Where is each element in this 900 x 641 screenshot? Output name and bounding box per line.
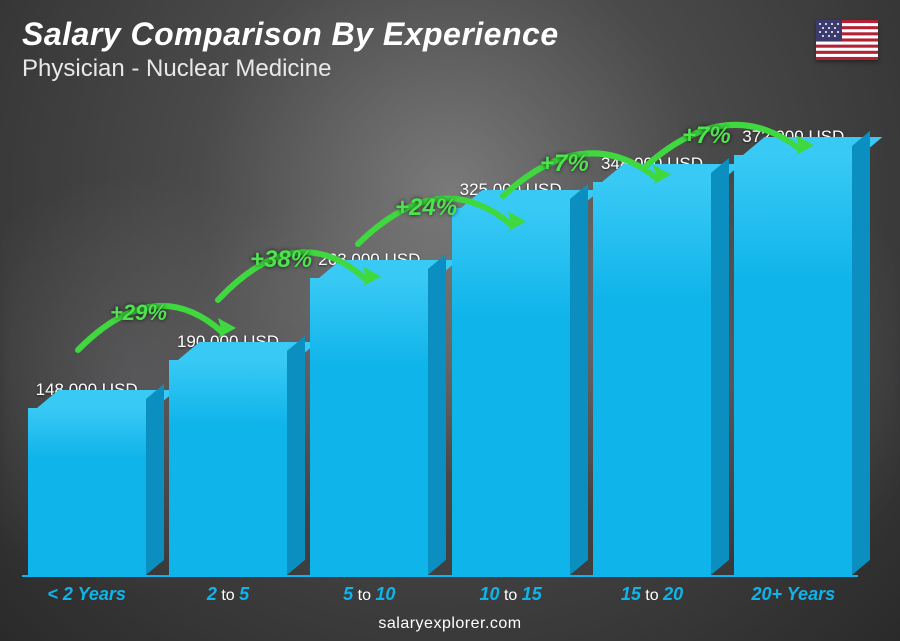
bar-group: 325,000 USD (446, 120, 575, 575)
bar-group: 263,000 USD (305, 120, 434, 575)
x-axis-line (22, 575, 858, 577)
bar-3d (169, 360, 287, 575)
bar-side-face (852, 131, 870, 575)
x-tick: 15 to 20 (587, 584, 716, 605)
bar-group: 148,000 USD (22, 120, 151, 575)
percent-increase-label: +38% (250, 246, 312, 274)
usa-flag-icon (816, 20, 878, 60)
x-tick: 20+ Years (729, 584, 858, 605)
bar-side-face (570, 184, 588, 575)
bar-front-face (593, 182, 711, 575)
bar-side-face (711, 158, 729, 575)
percent-increase-label: +7% (540, 150, 589, 178)
bar-group: 348,000 USD (587, 120, 716, 575)
bar-front-face (734, 155, 852, 575)
bar-side-face (428, 254, 446, 575)
bar-3d (452, 208, 570, 575)
percent-increase-label: +29% (110, 300, 167, 326)
bar-front-face (169, 360, 287, 575)
percent-increase-label: +7% (682, 122, 731, 150)
x-tick: < 2 Years (22, 584, 151, 605)
bar-3d (28, 408, 146, 575)
title-block: Salary Comparison By Experience Physicia… (22, 16, 559, 83)
bar-front-face (452, 208, 570, 575)
page-subtitle: Physician - Nuclear Medicine (22, 55, 559, 83)
footer-branding: salaryexplorer.com (0, 615, 900, 633)
x-tick: 10 to 15 (446, 584, 575, 605)
bar-front-face (310, 278, 428, 575)
bar-3d (310, 278, 428, 575)
x-tick: 2 to 5 (163, 584, 292, 605)
x-tick: 5 to 10 (305, 584, 434, 605)
bar-3d (734, 155, 852, 575)
percent-increase-label: +24% (395, 194, 457, 222)
page-title: Salary Comparison By Experience (22, 16, 559, 53)
bar-side-face (287, 336, 305, 575)
bar-chart: 148,000 USD190,000 USD263,000 USD325,000… (22, 120, 858, 575)
bar-front-face (28, 408, 146, 575)
x-axis: < 2 Years 2 to 5 5 to 10 10 to 15 15 to 20 20… (22, 584, 858, 605)
bar-group: 372,000 USD (729, 120, 858, 575)
bar-3d (593, 182, 711, 575)
bar-side-face (146, 384, 164, 575)
bar-group: 190,000 USD (163, 120, 292, 575)
